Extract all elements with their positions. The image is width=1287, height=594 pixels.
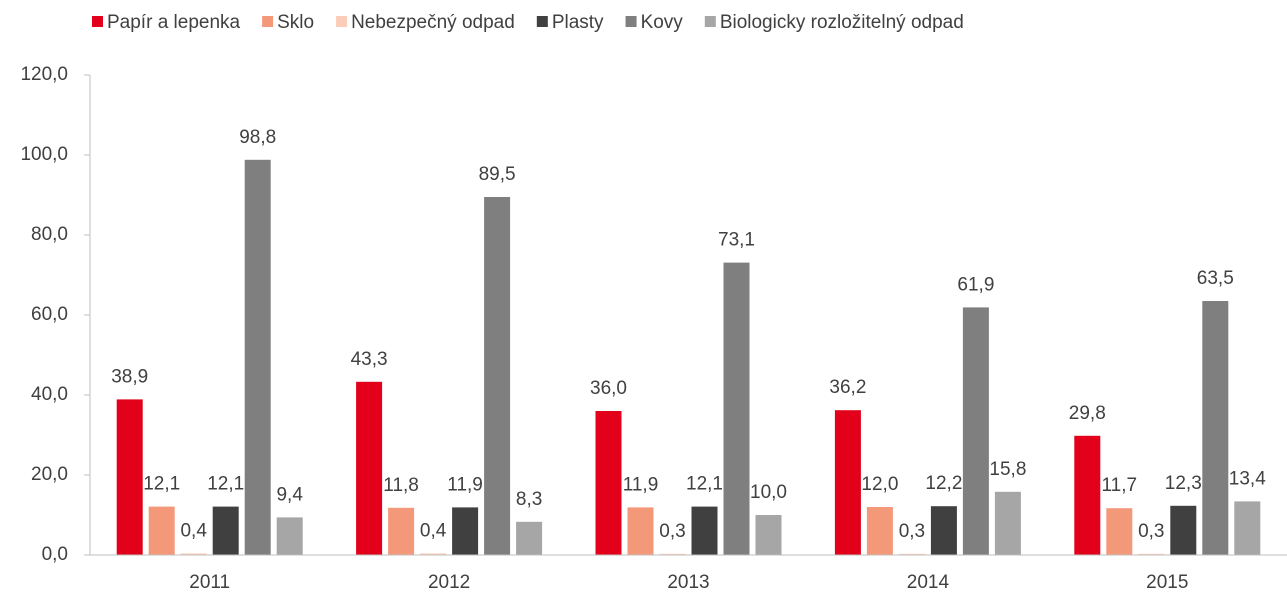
- y-tick-label: 40,0: [31, 384, 68, 405]
- value-label: 11,8: [383, 475, 419, 496]
- x-tick-label: 2011: [189, 572, 230, 593]
- bar: [595, 411, 622, 555]
- x-tick-label: 2012: [428, 572, 470, 593]
- value-label: 29,8: [1069, 403, 1106, 424]
- legend-swatch: [262, 16, 274, 27]
- bar: [691, 506, 718, 555]
- value-label: 36,2: [829, 377, 866, 398]
- value-label: 12,1: [143, 474, 180, 495]
- value-label: 12,3: [1165, 473, 1202, 494]
- y-tick-label: 60,0: [31, 304, 68, 325]
- bar: [866, 507, 893, 555]
- legend-label: Sklo: [277, 12, 314, 33]
- legend-label: Nebezpečný odpad: [351, 12, 515, 33]
- y-tick-label: 0,0: [42, 544, 68, 565]
- bar: [420, 553, 447, 555]
- value-label: 63,5: [1197, 268, 1234, 289]
- value-label: 11,9: [447, 474, 483, 495]
- bar: [898, 553, 925, 555]
- x-tick-label: 2015: [1146, 572, 1188, 593]
- value-label: 12,1: [686, 474, 723, 495]
- value-label: 89,5: [479, 164, 516, 185]
- bar: [1202, 301, 1229, 555]
- bar: [1234, 501, 1261, 555]
- value-label: 38,9: [111, 366, 148, 387]
- legend-swatch: [625, 16, 637, 27]
- value-label: 0,3: [899, 521, 925, 542]
- bar: [1074, 435, 1101, 555]
- value-label: 73,1: [718, 230, 755, 251]
- value-label: 0,3: [1138, 521, 1164, 542]
- value-label: 10,0: [750, 482, 787, 503]
- bar: [1170, 505, 1197, 555]
- bar: [484, 197, 511, 555]
- bar: [755, 515, 782, 555]
- value-label: 15,8: [989, 459, 1026, 480]
- value-label: 36,0: [590, 378, 627, 399]
- bar: [1106, 508, 1133, 555]
- bar: [962, 307, 989, 555]
- value-label: 61,9: [957, 274, 994, 295]
- value-label: 9,4: [276, 484, 303, 505]
- bar: [212, 506, 239, 555]
- bar: [452, 507, 479, 555]
- value-label: 8,3: [516, 489, 542, 510]
- bar: [516, 521, 543, 555]
- x-tick-label: 2013: [667, 572, 709, 593]
- value-label: 0,4: [420, 520, 447, 541]
- value-label: 11,9: [623, 474, 659, 495]
- bar: [627, 507, 654, 555]
- y-tick-label: 100,0: [20, 144, 68, 165]
- bar: [388, 507, 415, 555]
- value-label: 43,3: [351, 349, 388, 370]
- y-tick-label: 20,0: [31, 464, 68, 485]
- value-label: 12,2: [925, 473, 962, 494]
- value-label: 13,4: [1229, 468, 1266, 489]
- legend-swatch: [536, 16, 548, 27]
- legend-label: Papír a lepenka: [107, 12, 241, 33]
- y-tick-label: 80,0: [31, 224, 68, 245]
- value-label: 12,0: [861, 474, 898, 495]
- bar: [930, 506, 957, 555]
- bar: [276, 517, 303, 555]
- legend-label: Kovy: [641, 12, 684, 33]
- x-tick-label: 2014: [907, 572, 950, 593]
- y-tick-label: 120,0: [20, 64, 68, 85]
- legend-label: Biologicky rozložitelný odpad: [720, 12, 964, 33]
- bar: [834, 410, 861, 555]
- bar: [994, 491, 1021, 555]
- value-label: 98,8: [239, 127, 276, 148]
- bar: [356, 381, 383, 555]
- value-label: 0,3: [659, 521, 685, 542]
- value-label: 12,1: [207, 474, 244, 495]
- bar: [148, 506, 175, 555]
- legend-swatch: [92, 16, 103, 27]
- bar: [1138, 553, 1165, 555]
- legend-swatch: [336, 16, 348, 27]
- legend-label: Plasty: [552, 12, 604, 33]
- bar: [116, 399, 143, 555]
- value-label: 11,7: [1102, 475, 1138, 496]
- value-label: 0,4: [180, 520, 207, 541]
- bar: [723, 262, 750, 555]
- bar: [180, 553, 207, 555]
- bar: [659, 553, 686, 555]
- bar: [244, 159, 271, 556]
- legend-swatch: [704, 16, 716, 27]
